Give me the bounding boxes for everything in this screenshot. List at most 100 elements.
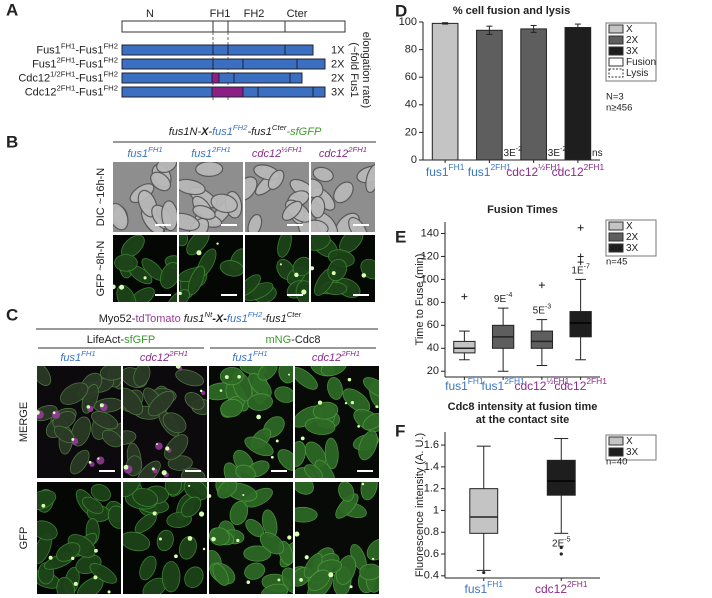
legend-swatch bbox=[608, 24, 624, 34]
gfp-signal bbox=[236, 538, 240, 543]
cell bbox=[365, 163, 375, 194]
cell bbox=[60, 382, 89, 405]
x-tick-label-part: cdc12 bbox=[506, 165, 538, 179]
column-header-part: ½FH1 bbox=[281, 145, 302, 154]
gfp-signal bbox=[113, 284, 116, 290]
cell bbox=[311, 195, 326, 219]
x-tick-label: fus1FH1 bbox=[445, 376, 484, 393]
chart-title: % cell fusion and lysis bbox=[453, 5, 570, 17]
construct-name-part: -Fus1 bbox=[75, 44, 103, 56]
domain-label: Cter bbox=[287, 8, 308, 20]
column-header-part: fus1 bbox=[232, 352, 253, 364]
x-tick-label-part: FH1 bbox=[487, 579, 503, 589]
construct-name-part: Cdc12 bbox=[25, 86, 57, 98]
panel-title-part: FH2 bbox=[248, 310, 263, 319]
y-tick-label: 120 bbox=[421, 250, 439, 262]
y-tick-label: 40 bbox=[427, 342, 439, 354]
y-tick-label: 80 bbox=[405, 44, 417, 56]
cell bbox=[162, 412, 187, 434]
x-tick-label-part: 2FH1 bbox=[490, 162, 511, 172]
gfp-signal bbox=[52, 411, 56, 415]
cell bbox=[101, 429, 121, 448]
x-tick-label: fus12FH1 bbox=[482, 376, 526, 393]
construct-name: Fus12FH1-Fus1FH2 bbox=[32, 55, 118, 70]
bar bbox=[431, 22, 459, 161]
x-tick-label-part: 2FH1 bbox=[584, 162, 605, 172]
row-label: GFP bbox=[18, 527, 30, 550]
fold-change: 3X bbox=[331, 86, 345, 98]
cell bbox=[277, 235, 292, 258]
column-header-part: FH1 bbox=[253, 349, 268, 358]
construct-name-part: FH2 bbox=[103, 55, 118, 64]
y-tick-label: 100 bbox=[399, 16, 417, 28]
cell bbox=[327, 376, 343, 400]
group-title-part: sfGFP bbox=[124, 334, 155, 346]
construct-name-part: Fus1 bbox=[36, 44, 60, 56]
cell bbox=[181, 496, 202, 518]
construct-name-part: -Fus1 bbox=[75, 72, 103, 84]
micrograph bbox=[311, 235, 375, 302]
cell bbox=[295, 482, 314, 495]
significance: 2E-5 bbox=[552, 537, 571, 549]
panel-title-part: Nt bbox=[205, 310, 214, 319]
x-tick-label: cdc122FH1 bbox=[552, 162, 605, 179]
cell bbox=[311, 219, 329, 232]
cell bbox=[90, 483, 111, 502]
cell bbox=[244, 436, 274, 457]
cell bbox=[235, 464, 256, 478]
gfp-signal bbox=[347, 377, 352, 382]
gfp-signal bbox=[300, 436, 305, 441]
y-tick-label: 80 bbox=[427, 296, 439, 308]
construct-name-part: FH2 bbox=[103, 83, 118, 92]
cell bbox=[123, 531, 151, 552]
gfp-signal bbox=[86, 405, 91, 409]
micrograph bbox=[179, 235, 243, 302]
gfp-signal bbox=[198, 511, 205, 517]
y-tick-label: 60 bbox=[405, 71, 417, 83]
domain-map bbox=[121, 20, 346, 33]
significance-part: -2 bbox=[560, 146, 566, 153]
cell bbox=[192, 204, 216, 220]
y-tick-label: 0.4 bbox=[424, 570, 439, 582]
panel-title-part: Myo52- bbox=[99, 313, 136, 325]
legend-swatch bbox=[608, 436, 624, 446]
x-tick-label-part: 2FH1 bbox=[504, 376, 525, 386]
column-header: cdc122FH1 bbox=[140, 349, 188, 364]
gfp-signal bbox=[97, 457, 100, 460]
construct-name-part: Fus1 bbox=[32, 58, 56, 70]
cell bbox=[186, 235, 210, 256]
gfp-signal bbox=[187, 536, 193, 541]
gfp-signal bbox=[295, 531, 300, 537]
cell bbox=[360, 482, 378, 501]
chart-title: Fusion Times bbox=[487, 204, 558, 216]
panel-title-part: X bbox=[200, 126, 209, 138]
gfp-signal bbox=[304, 555, 309, 560]
legend-label: 3X bbox=[626, 447, 639, 458]
cell bbox=[37, 520, 58, 541]
construct-name-part: -Fus1 bbox=[75, 86, 103, 98]
legend-label: X bbox=[626, 221, 633, 232]
column-header: cdc122FH1 bbox=[312, 349, 360, 364]
cell bbox=[210, 193, 238, 214]
gfp-signal bbox=[270, 455, 274, 459]
domain-label: N bbox=[146, 8, 154, 20]
micrograph bbox=[113, 235, 177, 302]
construct-name-part: FH2 bbox=[103, 41, 118, 50]
significance-part: -7 bbox=[584, 264, 590, 271]
x-tick-label: fus1FH1 bbox=[464, 579, 503, 596]
y-tick-label: 1.6 bbox=[424, 439, 439, 451]
gfp-signal bbox=[174, 554, 178, 559]
cell bbox=[257, 366, 278, 381]
gfp-signal bbox=[94, 548, 98, 553]
tdtomato-signal bbox=[96, 456, 105, 465]
gfp-signal bbox=[161, 470, 167, 476]
outlier bbox=[461, 293, 468, 300]
column-header-part: cdc12 bbox=[319, 148, 348, 160]
cell bbox=[327, 258, 348, 282]
fold-change: 2X bbox=[331, 58, 345, 70]
y-axis-label: Time to Fuse (min) bbox=[414, 254, 426, 346]
gfp-signal bbox=[71, 556, 75, 561]
construct-name-part: 2FH1 bbox=[57, 55, 76, 64]
cell bbox=[107, 505, 121, 529]
column-header: cdc12½FH1 bbox=[252, 145, 302, 160]
